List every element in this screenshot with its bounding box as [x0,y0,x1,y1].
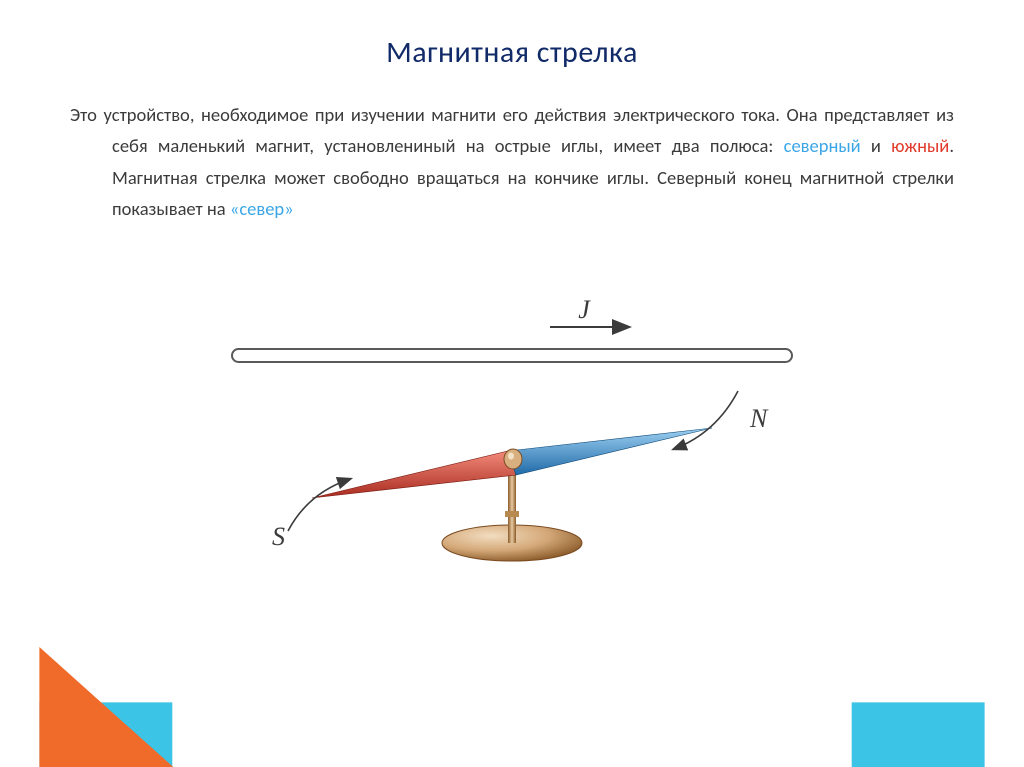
needle-north [508,428,712,475]
needle-south [312,451,516,498]
south-pole-label: S [272,522,285,551]
diagram-svg: J N S [192,273,832,573]
footer-cyan-bar [39,702,984,767]
current-label-J: J [578,295,591,324]
footer-orange-triangle [39,647,173,767]
pivot-knob [504,449,522,469]
compass-diagram: J N S [192,273,832,573]
pivot-highlight [508,452,514,459]
text-north: северный [784,134,861,157]
stand-collar [505,511,519,517]
footer-decoration [0,647,1024,767]
text-and: и [861,134,892,157]
north-pole-label: N [749,404,769,433]
description-paragraph: Это устройство, необходимое при изучении… [70,99,954,225]
conductor-wire [232,349,792,362]
text-link-north: «север» [230,197,294,220]
motion-arc-north [674,391,738,449]
text-south: южный [891,134,949,157]
motion-arc-south [288,479,350,531]
compass-stand [508,465,516,543]
page-title: Магнитная стрелка [0,0,1024,89]
footer-white-cut [172,647,851,767]
content-block: Это устройство, необходимое при изучении… [0,89,1024,225]
